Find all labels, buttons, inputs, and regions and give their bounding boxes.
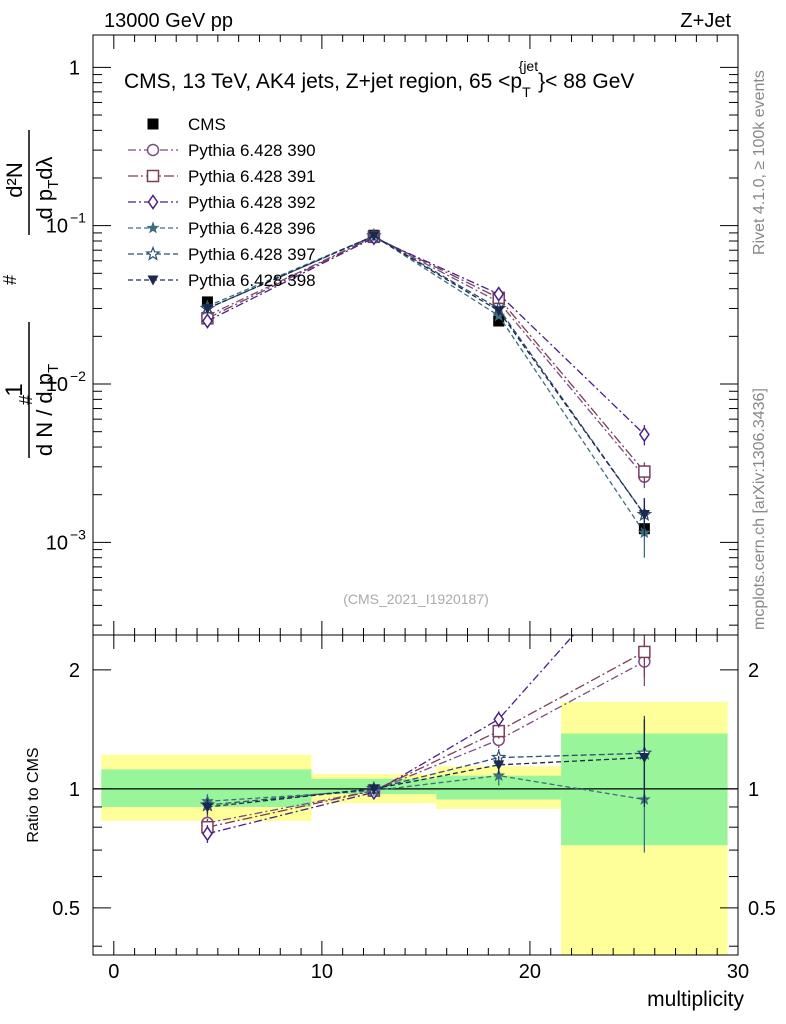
main-plot-panel: 110−110−210−3 CMS, 13 TeV, AK4 jets, Z+j…: [0, 34, 739, 636]
ratio-y-tick-label-right: 0.5: [748, 898, 776, 920]
ratio-y-tick-label-right: 2: [748, 660, 759, 682]
y-tick-exponent: −1: [70, 210, 86, 226]
y-tick-label: 1: [69, 57, 80, 79]
source-label: mcplots.cern.ch [arXiv:1306.3436]: [751, 388, 768, 630]
ratio-plot-frame: [92, 634, 739, 956]
x-tick-label: 20: [519, 961, 541, 983]
legend: CMS Pythia 6.428 390 Pythia 6.428 391 Pythi…: [128, 115, 316, 290]
data-point-p398: [368, 231, 380, 242]
legend-marker-p392: [147, 194, 159, 210]
data-point-cms: [493, 315, 505, 327]
plot-title-sub: T: [522, 84, 531, 100]
legend-label-cms: CMS: [188, 115, 226, 134]
ylabel-one: 1: [1, 383, 28, 396]
ratio-y-tick-label: 0.5: [52, 898, 80, 920]
series-line-p398: [207, 235, 645, 515]
ratio-line-p398: [207, 756, 645, 808]
x-tick-label: 30: [727, 961, 749, 983]
data-point-p398: [638, 509, 650, 520]
ratio-point-p398: [201, 802, 213, 813]
ratio-xlabel: multiplicity: [647, 988, 744, 1011]
ratio-point-p392: [202, 825, 213, 842]
process-label: Z+Jet: [680, 10, 731, 32]
main-ylabel: # 1 d N / d pT # d²N d pTdλ: [0, 130, 62, 458]
data-point-p392: [202, 313, 213, 329]
legend-marker-cms: [147, 118, 159, 130]
legend-label-p397: Pythia 6.428 397: [188, 245, 316, 264]
ratio-point-p391: [638, 645, 651, 659]
legend-marker-p397: [145, 245, 161, 261]
series-line-p391: [207, 236, 645, 473]
y-tick-label: 10: [46, 216, 68, 238]
series-line-p396: [207, 235, 645, 534]
plot-title-suffix: < 88 GeV: [545, 70, 634, 93]
svg-text:#: #: [16, 395, 36, 405]
ylabel-den-sub: T: [45, 364, 62, 373]
ylabel-den2: d p: [32, 189, 57, 220]
legend-label-p398: Pythia 6.428 398: [188, 271, 316, 290]
ratio-y-tick-label: 2: [69, 660, 80, 682]
legend-marker-p390: [146, 143, 160, 157]
legend-marker-p398: [147, 275, 159, 286]
data-point-p392: [638, 426, 650, 443]
legend-marker-p396: [146, 221, 160, 234]
ratio-point-p398: [368, 784, 380, 795]
ylabel-den2-sub: T: [45, 180, 62, 189]
ylabel-den: d N / d p: [32, 373, 57, 456]
x-tick-label: 10: [311, 961, 333, 983]
ratio-line-p396: [207, 774, 645, 802]
rivet-label: Rivet 4.1.0, ≥ 100k events: [751, 70, 768, 255]
ratio-point-p392: [493, 711, 505, 728]
data-point-p391: [638, 465, 651, 478]
y-tick-label: 10: [46, 374, 68, 396]
watermark: (CMS_2021_I1920187): [343, 591, 489, 607]
ratio-line-p392: [207, 635, 575, 835]
plot-title-sup-close: }: [538, 70, 545, 93]
ratio-point-p396: [492, 768, 506, 782]
plot-title-prefix: CMS, 13 TeV, AK4 jets, Z+jet region, 65 …: [124, 70, 522, 93]
legend-label-p391: Pythia 6.428 391: [188, 167, 316, 186]
ylabel-hash: #: [16, 395, 36, 405]
svg-text:d pTdλ: d pTdλ: [32, 156, 62, 219]
ratio-line-p391: [207, 651, 645, 828]
legend-label-p396: Pythia 6.428 396: [188, 219, 316, 238]
ylabel-num2: d²N: [2, 162, 27, 197]
legend-label-p392: Pythia 6.428 392: [188, 193, 316, 212]
plot-title: CMS, 13 TeV, AK4 jets, Z+jet region, 65 …: [124, 58, 634, 100]
ratio-series-group: [199, 635, 653, 853]
legend-label-p390: Pythia 6.428 390: [188, 141, 316, 160]
series-p398: [201, 231, 650, 536]
plot-title-sup: {jet: [519, 58, 539, 74]
y-tick-label: 10: [46, 532, 68, 554]
svg-text:d N / d pT: d N / d pT: [32, 364, 62, 456]
y-tick-exponent: −3: [70, 526, 86, 542]
legend-marker-p391: [146, 169, 160, 183]
ratio-point-p398: [638, 753, 650, 764]
ylabel-hash2: #: [0, 275, 20, 285]
y-tick-exponent: −2: [70, 368, 86, 384]
series-line-p390: [207, 236, 645, 478]
ratio-ylabel: Ratio to CMS: [25, 747, 42, 842]
ratio-line-p390: [207, 660, 645, 824]
ratio-line-p397: [207, 752, 645, 806]
energy-label: 13000 GeV pp: [104, 10, 233, 32]
ratio-series-p398: [201, 719, 650, 815]
data-point-p398: [493, 306, 505, 317]
data-point-p398: [201, 303, 213, 314]
ratio-y-tick-label-right: 1: [748, 779, 759, 801]
x-tick-label: 0: [108, 961, 119, 983]
ratio-point-p398: [493, 760, 505, 771]
ylabel-den2-tail: dλ: [32, 156, 57, 179]
ratio-plot-panel: 0.5 0.51 12 20 10 20 30 Ratio to CMS multiplic…: [25, 634, 776, 1011]
uncertainty-band-inner: [436, 775, 562, 800]
ratio-y-tick-label: 1: [69, 779, 80, 801]
